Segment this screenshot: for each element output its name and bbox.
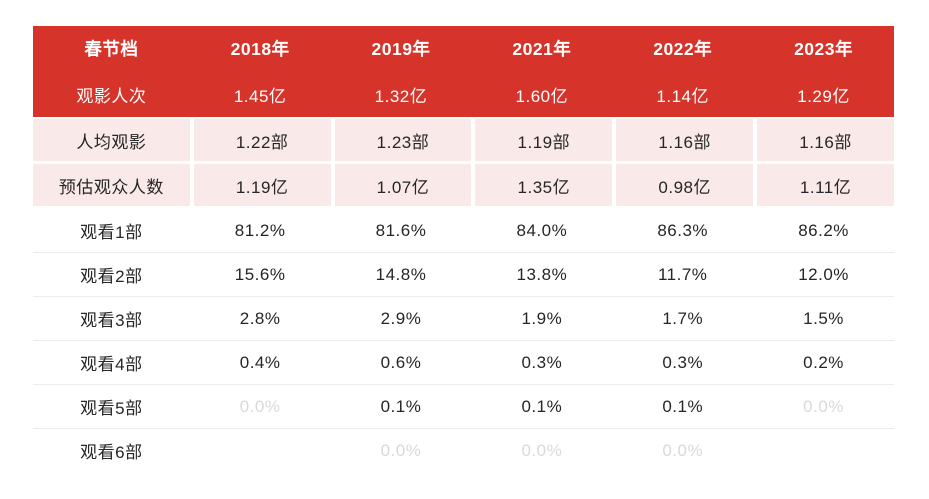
- header-cell-year-2018: 2018年: [230, 39, 290, 59]
- row-watched-2-films: 观看2部 15.6% 14.8% 13.8% 11.7% 12.0%: [33, 252, 894, 296]
- value-cell: 15.6%: [234, 264, 286, 284]
- row-estimated-audience: 预估观众人数 1.19亿 1.07亿 1.35亿 0.98亿 1.11亿: [33, 164, 894, 206]
- value-cell: 0.3%: [662, 352, 704, 372]
- value-cell: 12.0%: [798, 264, 849, 284]
- value-cell: 1.35亿: [471, 164, 613, 206]
- header-cell-period: 春节档: [84, 39, 139, 59]
- value-cell: 86.2%: [798, 220, 849, 240]
- value-cell: 0.1%: [521, 396, 563, 416]
- row-avg-films-per-person: 人均观影 1.22部 1.23部 1.19部 1.16部 1.16部: [33, 119, 894, 161]
- value-cell: 13.8%: [516, 264, 568, 284]
- row-moviegoer-count: 观影人次 1.45亿 1.32亿 1.60亿 1.14亿 1.29亿: [33, 71, 894, 117]
- value-cell: 1.14亿: [656, 86, 709, 106]
- row-label: 预估观众人数: [33, 164, 190, 206]
- value-cell: 1.16部: [753, 119, 894, 161]
- row-label: 观看2部: [80, 267, 143, 286]
- value-cell: 1.32亿: [374, 86, 428, 106]
- value-cell: 1.19部: [471, 119, 613, 161]
- row-label: 人均观影: [33, 119, 190, 161]
- value-cell: 0.0%: [521, 440, 563, 460]
- table-header-row: 春节档 2018年 2019年 2021年 2022年 2023年: [33, 26, 894, 71]
- row-watched-1-film: 观看1部 81.2% 81.6% 84.0% 86.3% 86.2%: [33, 209, 894, 252]
- header-cell-year-2022: 2022年: [653, 39, 713, 59]
- value-cell: 1.07亿: [330, 164, 472, 206]
- value-cell: 81.6%: [375, 220, 427, 240]
- value-cell: 0.3%: [521, 352, 563, 372]
- row-label: 观看4部: [80, 355, 143, 374]
- value-cell: 84.0%: [516, 220, 568, 240]
- row-label: 观看6部: [80, 443, 143, 462]
- row-watched-4-films: 观看4部 0.4% 0.6% 0.3% 0.3% 0.2%: [33, 340, 894, 384]
- value-cell: 1.60亿: [515, 86, 569, 106]
- value-cell: 11.7%: [657, 264, 708, 284]
- value-cell: 1.16部: [612, 119, 754, 161]
- value-cell: 2.9%: [380, 308, 422, 328]
- value-cell: 0.1%: [662, 396, 704, 416]
- value-cell: 0.1%: [380, 396, 422, 416]
- value-cell: 0.2%: [803, 352, 844, 372]
- row-watched-6-films: 观看6部 0.0% 0.0% 0.0%: [33, 428, 894, 472]
- row-label: 观影人次: [76, 86, 147, 106]
- row-watched-5-films: 观看5部 0.0% 0.1% 0.1% 0.1% 0.0%: [33, 384, 894, 428]
- value-cell-empty: [190, 429, 331, 472]
- value-cell: 1.11亿: [753, 164, 894, 206]
- value-cell: 1.29亿: [797, 86, 850, 106]
- value-cell-empty: [753, 429, 894, 472]
- value-cell: 0.0%: [239, 396, 281, 416]
- value-cell: 1.19亿: [189, 164, 331, 206]
- value-cell: 81.2%: [234, 220, 286, 240]
- value-cell: 1.9%: [521, 308, 563, 328]
- spring-festival-box-office-table: 春节档 2018年 2019年 2021年 2022年 2023年 观影人次 1…: [33, 26, 894, 472]
- row-watched-3-films: 观看3部 2.8% 2.9% 1.9% 1.7% 1.5%: [33, 296, 894, 340]
- value-cell: 0.0%: [803, 396, 844, 416]
- value-cell: 1.7%: [662, 308, 704, 328]
- value-cell: 0.98亿: [612, 164, 754, 206]
- value-cell: 1.5%: [803, 308, 844, 328]
- value-cell: 86.3%: [657, 220, 709, 240]
- header-cell-year-2019: 2019年: [371, 39, 431, 59]
- row-label: 观看5部: [80, 399, 143, 418]
- value-cell: 1.45亿: [233, 86, 287, 106]
- value-cell: 0.6%: [380, 352, 422, 372]
- header-cell-year-2021: 2021年: [512, 39, 572, 59]
- value-cell: 0.4%: [239, 352, 281, 372]
- row-label: 观看1部: [80, 223, 143, 242]
- header-cell-year-2023: 2023年: [794, 39, 854, 59]
- value-cell: 1.23部: [330, 119, 472, 161]
- value-cell: 0.0%: [662, 440, 704, 460]
- value-cell: 0.0%: [380, 440, 422, 460]
- row-label: 观看3部: [80, 311, 143, 330]
- value-cell: 2.8%: [239, 308, 281, 328]
- value-cell: 1.22部: [189, 119, 331, 161]
- value-cell: 14.8%: [375, 264, 427, 284]
